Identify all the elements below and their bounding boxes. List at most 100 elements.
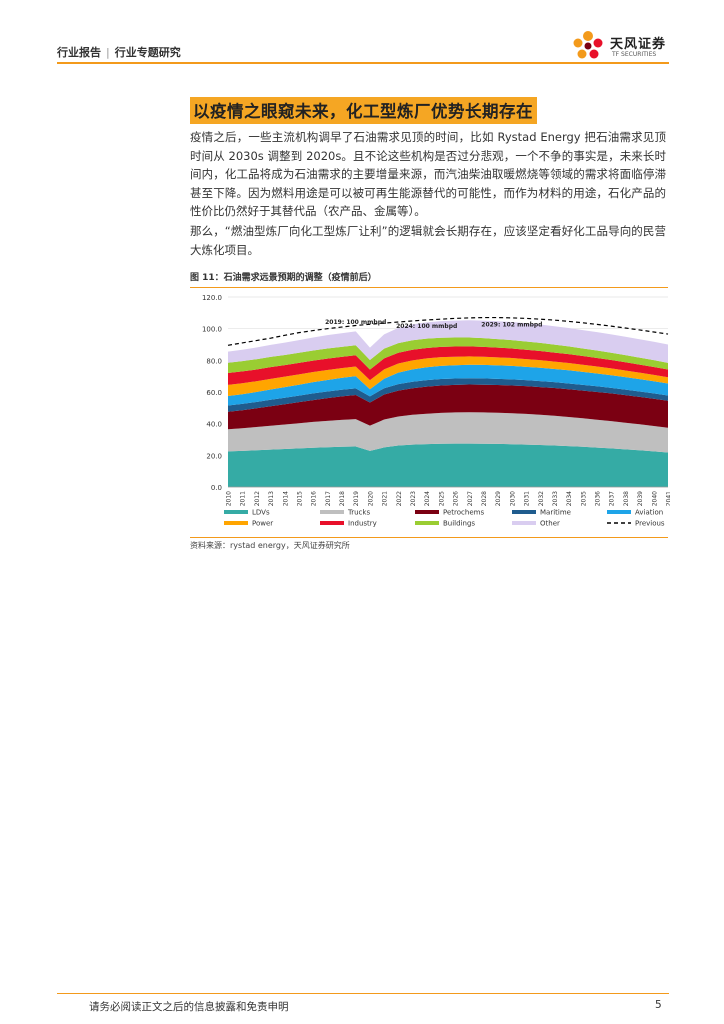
area-petrochems [228, 384, 668, 430]
figure-title: 图 11：石油需求远景预期的调整（疫情前后） [190, 273, 377, 283]
legend-swatch [415, 521, 439, 525]
area-trucks [228, 412, 668, 453]
area-ldvs [228, 443, 668, 487]
x-tick-label: 2017 [325, 491, 332, 506]
x-tick-label: 2037 [609, 491, 616, 506]
body-paragraph-2: 那么，“燃油型炼厂向化工型炼厂让利”的逻辑就会长期存在，应该坚定看好化工品导向的… [190, 224, 666, 257]
x-tick-label: 2034 [566, 491, 573, 506]
legend-label: Aviation [635, 509, 663, 517]
logo-name: 天风证券 [610, 37, 667, 52]
x-tick-label: 2041 [666, 491, 671, 506]
x-tick-label: 2028 [481, 491, 488, 506]
legend-item: Power [224, 520, 273, 528]
y-tick-label: 0.0 [211, 484, 222, 492]
chart-areas [228, 320, 668, 487]
chart-annotation: 2024: 100 mmbpd [396, 323, 457, 330]
legend-swatch [512, 510, 536, 514]
header-separator: | [106, 46, 110, 59]
figure-top-divider [190, 287, 668, 288]
x-tick-label: 2013 [268, 491, 275, 506]
legend-item: Industry [320, 520, 377, 528]
x-tick-label: 2021 [382, 491, 389, 506]
legend-label: Other [540, 520, 560, 528]
x-tick-label: 2029 [495, 491, 502, 506]
page-number: 5 [655, 999, 662, 1011]
chart-annotation: 2029: 102 mmbpd [481, 321, 542, 328]
y-tick-label: 20.0 [206, 452, 222, 460]
chart-legend: LDVs Trucks Petrochems Maritime Aviation Powe… [224, 509, 665, 528]
area-industry [228, 346, 668, 385]
x-tick-label: 2038 [623, 491, 630, 506]
x-tick-label: 2019 [353, 491, 360, 506]
legend-label: Previous [635, 520, 665, 528]
legend-label: Trucks [347, 509, 370, 517]
legend-item: Petrochems [415, 509, 484, 517]
x-tick-label: 2027 [467, 491, 474, 506]
y-tick-label: 100.0 [202, 326, 222, 334]
legend-label: Industry [348, 520, 377, 528]
x-tick-label: 2036 [595, 491, 602, 506]
chart-annotation: 2019: 100 mmbpd [325, 319, 386, 326]
chart-svg: 2019: 100 mmbpd 2024: 100 mmbpd 2029: 102 … [202, 294, 673, 528]
x-tick-label: 2035 [580, 491, 587, 506]
x-tick-label: 2032 [538, 491, 545, 506]
header-category: 行业报告 [57, 46, 101, 59]
area-other [228, 320, 668, 363]
header-subcategory: 行业专题研究 [114, 46, 181, 59]
x-tick-label: 2018 [339, 491, 346, 506]
legend-swatch [320, 510, 344, 514]
y-tick-label: 80.0 [206, 357, 222, 365]
legend-swatch [320, 521, 344, 525]
legend-swatch [607, 510, 631, 514]
x-tick-label: 2022 [396, 491, 403, 506]
legend-label: Buildings [443, 520, 475, 528]
logo-flower-icon [573, 31, 603, 59]
chart-axes: 0.0 20.0 40.0 60.0 80.0 100.0 120.0 2010 2011 201… [202, 294, 673, 506]
legend-swatch [415, 510, 439, 514]
legend-item: Buildings [415, 520, 475, 528]
y-tick-label: 60.0 [206, 389, 222, 397]
body-paragraph-1: 疫情之后，一些主流机构调早了石油需求见顶的时间，比如 Rystad Energy… [190, 130, 666, 218]
legend-label: Power [252, 520, 273, 528]
area-maritime [228, 378, 668, 412]
x-tick-label: 2020 [367, 491, 374, 506]
x-tick-label: 2015 [296, 491, 303, 506]
legend-item: LDVs [224, 509, 270, 517]
x-tick-label: 2033 [552, 491, 559, 506]
header-breadcrumb: 行业报告 | 行业专题研究 [57, 44, 181, 60]
footer-divider [57, 993, 669, 994]
legend-item: Trucks [320, 509, 370, 517]
y-tick-label: 120.0 [202, 294, 222, 302]
figure-source: 资料来源：rystad energy，天风证券研究所 [190, 541, 350, 550]
section-title: 以疫情之眼窥未来，化工型炼厂优势长期存在 [190, 97, 537, 124]
logo-subtitle: TF SECURITIES [612, 51, 657, 58]
legend-item: Maritime [512, 509, 571, 517]
oil-demand-chart: 2019: 100 mmbpd 2024: 100 mmbpd 2029: 102 … [190, 290, 673, 535]
area-aviation [228, 364, 668, 406]
legend-swatch [512, 521, 536, 525]
x-tick-label: 2040 [651, 491, 658, 506]
legend-label: LDVs [252, 509, 270, 517]
y-tick-label: 40.0 [206, 421, 222, 429]
legend-swatch [224, 521, 248, 525]
x-tick-label: 2014 [282, 491, 289, 506]
header-divider [57, 62, 669, 64]
x-tick-label: 2010 [226, 491, 233, 506]
legend-item: Aviation [607, 509, 663, 517]
x-tick-label: 2031 [524, 491, 531, 506]
x-tick-label: 2025 [438, 491, 445, 506]
x-tick-label: 2024 [424, 491, 431, 506]
x-tick-label: 2039 [637, 491, 644, 506]
x-tick-label: 2026 [453, 491, 460, 506]
figure-bottom-divider [190, 537, 668, 538]
x-tick-label: 2023 [410, 491, 417, 506]
area-power [228, 356, 668, 396]
chart-annotations: 2019: 100 mmbpd 2024: 100 mmbpd 2029: 102 … [325, 319, 542, 330]
x-tick-label: 2030 [509, 491, 516, 506]
legend-swatch [224, 510, 248, 514]
legend-item: Previous [607, 520, 665, 528]
legend-item: Other [512, 520, 560, 528]
legend-label: Maritime [540, 509, 571, 517]
x-tick-label: 2012 [254, 491, 261, 506]
footer-disclaimer: 请务必阅读正文之后的信息披露和免责申明 [89, 1001, 289, 1013]
